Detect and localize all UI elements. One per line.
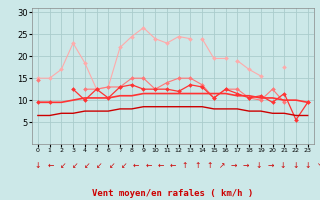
Text: ←: ← (157, 161, 164, 170)
Text: ↑: ↑ (194, 161, 200, 170)
Text: ↓: ↓ (35, 161, 41, 170)
Text: Vent moyen/en rafales ( km/h ): Vent moyen/en rafales ( km/h ) (92, 189, 253, 198)
Text: ↓: ↓ (292, 161, 299, 170)
Text: ↓: ↓ (255, 161, 262, 170)
Text: →: → (231, 161, 237, 170)
Text: ↙: ↙ (60, 161, 66, 170)
Text: ↙: ↙ (96, 161, 102, 170)
Text: ←: ← (133, 161, 139, 170)
Text: ←: ← (47, 161, 53, 170)
Text: ↙: ↙ (108, 161, 115, 170)
Text: ↗: ↗ (219, 161, 225, 170)
Text: ←: ← (145, 161, 151, 170)
Text: →: → (268, 161, 274, 170)
Text: ↙: ↙ (84, 161, 90, 170)
Text: ↙: ↙ (72, 161, 78, 170)
Text: →: → (243, 161, 250, 170)
Text: ↙: ↙ (121, 161, 127, 170)
Text: ↘: ↘ (316, 161, 320, 170)
Text: ↓: ↓ (280, 161, 286, 170)
Text: ↑: ↑ (206, 161, 213, 170)
Text: ↓: ↓ (304, 161, 311, 170)
Text: ←: ← (170, 161, 176, 170)
Text: ↑: ↑ (182, 161, 188, 170)
